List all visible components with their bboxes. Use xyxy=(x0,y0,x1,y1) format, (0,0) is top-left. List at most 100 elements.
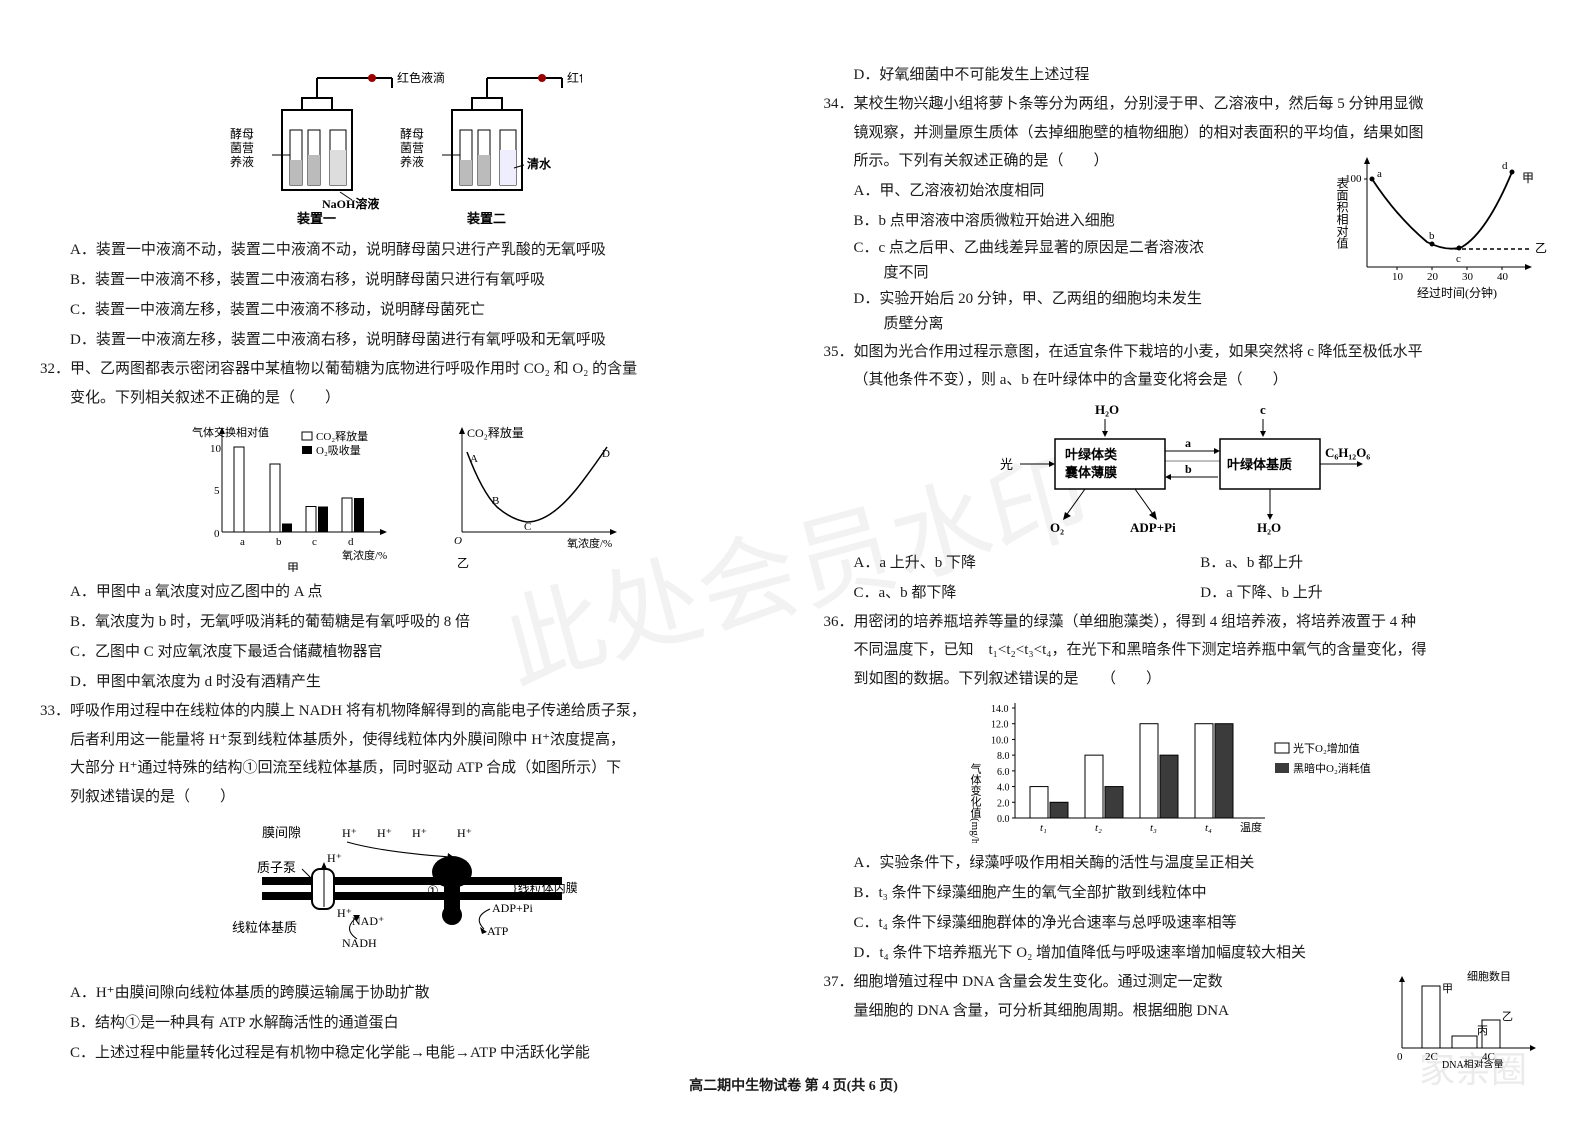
svg-text:6.0: 6.0 xyxy=(997,767,1010,778)
q37-chart: 细胞数目 甲 丙 乙 0 2C 4C DNA相对含量 xyxy=(1377,968,1547,1073)
svg-text:甲: 甲 xyxy=(287,561,299,572)
q34-opt-c: C．c 点之后甲、乙曲线差异显著的原因是二者溶液浓 度不同 xyxy=(824,236,1338,287)
q33-opt-d: D．好氧细菌中不可能发生上述过程 xyxy=(824,60,1548,90)
svg-text:C₆H₁₂O₆: C₆H₁₂O₆ xyxy=(1325,445,1370,460)
svg-text:NADH: NADH xyxy=(342,936,377,950)
svg-text:膜间隙: 膜间隙 xyxy=(262,825,301,840)
svg-text:丙: 丙 xyxy=(1477,1025,1488,1037)
svg-text:表面积相对值: 表面积相对值 xyxy=(1337,177,1349,250)
q36-stem1: 36．用密闭的培养瓶培养等量的绿藻（单细胞藻类），得到 4 组培养液，将培养液置… xyxy=(824,608,1548,637)
q31-opt-c: C．装置一中液滴左移，装置二中液滴不移动，说明酵母菌死亡 xyxy=(40,295,764,325)
right-column: D．好氧细菌中不可能发生上述过程 34．某校生物兴趣小组将萝卜条等分为两组，分别… xyxy=(824,60,1548,1040)
q36-stem2: 不同温度下，已知 t₁<t₂<t₃<t₄，在光下和黑暗条件下测定培养瓶中氧气的含… xyxy=(824,636,1548,665)
svg-text:O₂: O₂ xyxy=(1050,520,1064,535)
q35-diagram: H₂O c 叶绿体类 囊体薄膜 叶绿体基质 光 a b xyxy=(975,399,1395,544)
svg-text:40: 40 xyxy=(1497,271,1509,283)
svg-text:温度: 温度 xyxy=(1240,820,1262,834)
dev2-solution: 清水 xyxy=(527,156,552,171)
q35-stem1: 35．如图为光合作用过程示意图，在适宜条件下栽培的小麦，如果突然将 c 降低至极… xyxy=(824,338,1548,367)
dev1-drop-label: 红色液滴 xyxy=(397,70,445,85)
svg-text:酵母: 酵母 xyxy=(400,127,424,141)
dev1-yeast-label: 酵母 xyxy=(230,127,254,141)
q35-opt-c: C．a、b 都下降 xyxy=(854,578,1201,608)
svg-text:d: d xyxy=(1502,160,1508,172)
q34-opt-d: D．实验开始后 20 分钟，甲、乙两组的细胞均未发生 质壁分离 xyxy=(824,287,1338,338)
svg-text:乙: 乙 xyxy=(1535,241,1547,255)
svg-text:100: 100 xyxy=(1345,173,1362,185)
svg-text:30: 30 xyxy=(1462,271,1474,283)
svg-text:c: c xyxy=(1260,402,1266,417)
svg-text:气体变化值(mg/h): 气体变化值(mg/h) xyxy=(969,762,982,843)
svg-text:黑暗中O₂消耗值: 黑暗中O₂消耗值 xyxy=(1293,761,1371,775)
q36-opt-b: B．t₃ 条件下绿藻细胞产生的氧气全部扩散到线粒体中 xyxy=(824,878,1548,908)
svg-text:t₁: t₁ xyxy=(1040,822,1047,834)
svg-text:H⁺: H⁺ xyxy=(412,826,427,840)
svg-text:H⁺: H⁺ xyxy=(337,906,352,920)
svg-text:红色液滴: 红色液滴 xyxy=(567,70,582,85)
svg-text:t₂: t₂ xyxy=(1095,822,1102,834)
q36-opt-c: C．t₄ 条件下绿藻细胞群体的净光合速率与总呼吸速率相等 xyxy=(824,908,1548,938)
svg-text:质子泵: 质子泵 xyxy=(257,860,296,875)
q31-opt-b: B．装置一中液滴不移，装置二中液滴右移，说明酵母菌只进行有氧呼吸 xyxy=(40,265,764,295)
svg-text:O₂吸收量: O₂吸收量 xyxy=(316,443,361,457)
q33-stem3: 大部分 H⁺通过特殊的结构①回流至线粒体基质，同时驱动 ATP 合成（如图所示）… xyxy=(40,754,764,783)
q36-opt-a: A．实验条件下，绿藻呼吸作用相关酶的活性与温度呈正相关 xyxy=(824,848,1548,878)
svg-text:CO₂释放量: CO₂释放量 xyxy=(316,429,368,443)
svg-text:2C: 2C xyxy=(1425,1051,1438,1063)
svg-text:线粒体基质: 线粒体基质 xyxy=(232,920,297,935)
svg-text:乙: 乙 xyxy=(1502,1010,1513,1023)
q31-opt-d: D．装置一中液滴左移，装置二中液滴右移，说明酵母菌进行有氧呼吸和无氧呼吸 xyxy=(40,325,764,355)
svg-text:0.0: 0.0 xyxy=(997,814,1010,825)
svg-text:H⁺: H⁺ xyxy=(377,826,392,840)
svg-text:10.0: 10.0 xyxy=(991,735,1009,746)
svg-text:囊体薄膜: 囊体薄膜 xyxy=(1064,465,1117,480)
svg-text:b: b xyxy=(276,536,282,548)
q33-stem2: 后者利用这一能量将 H⁺泵到线粒体基质外，使得线粒体内外膜间隙中 H⁺浓度提高， xyxy=(40,726,764,755)
svg-text:5: 5 xyxy=(214,485,220,497)
q37-stem2: 量细胞的 DNA 含量，可分析其细胞周期。根据细胞 DNA xyxy=(824,997,1378,1026)
q32-opt-c: C．乙图中 C 对应氧浓度下最适合储藏植物器官 xyxy=(40,637,764,667)
q36-stem3: 到如图的数据。下列叙述错误的是 （ ） xyxy=(824,665,1548,694)
svg-text:H₂O: H₂O xyxy=(1095,402,1119,417)
svg-text:8.0: 8.0 xyxy=(997,751,1010,762)
svg-text:养液: 养液 xyxy=(400,154,424,169)
q33-stem4: 列叙述错误的是（ ） xyxy=(40,783,764,812)
svg-text:C: C xyxy=(524,521,531,533)
svg-text:光: 光 xyxy=(1000,457,1013,472)
svg-text:D: D xyxy=(602,448,610,460)
q36-chart: 气体变化值(mg/h) 0.02.04.06.08.010.012.014.0 … xyxy=(965,693,1405,848)
svg-text:ADP+Pi: ADP+Pi xyxy=(492,901,533,915)
q32-opt-b: B．氧浓度为 b 时，无氧呼吸消耗的葡萄糖是有氧呼吸的 8 倍 xyxy=(40,607,764,637)
svg-text:b: b xyxy=(1185,462,1192,476)
q34-opt-a: A．甲、乙溶液初始浓度相同 xyxy=(824,176,1338,206)
svg-text:0: 0 xyxy=(214,528,220,540)
q33-opt-b: B．结构①是一种具有 ATP 水解酶活性的通道蛋白 xyxy=(40,1008,764,1038)
svg-text:菌营: 菌营 xyxy=(400,141,424,155)
dev2-name: 装置二 xyxy=(466,211,506,226)
svg-text:c: c xyxy=(312,536,317,548)
svg-text:10: 10 xyxy=(1392,271,1404,283)
svg-text:DNA相对含量: DNA相对含量 xyxy=(1442,1058,1504,1068)
svg-text:t₃: t₃ xyxy=(1150,822,1157,834)
q33-opt-a: A．H⁺由膜间隙向线粒体基质的跨膜运输属于协助扩散 xyxy=(40,978,764,1008)
svg-text:10: 10 xyxy=(210,443,222,455)
svg-text:b: b xyxy=(1429,230,1435,242)
q34-stem2: 镜观察，并测量原生质体（去掉细胞壁的植物细胞）的相对表面积的平均值，结果如图 xyxy=(824,119,1548,148)
q32-stem1: 32．甲、乙两图都表示密闭容器中某植物以葡萄糖为底物进行呼吸作用时 CO₂ 和 … xyxy=(40,355,764,384)
svg-text:H⁺: H⁺ xyxy=(457,826,472,840)
q32-opt-d: D．甲图中氧浓度为 d 时没有酒精产生 xyxy=(40,667,764,697)
svg-text:a: a xyxy=(1185,436,1191,450)
svg-text:细胞数目: 细胞数目 xyxy=(1467,970,1511,983)
q32-left-title: 气体交换相对值 xyxy=(192,425,269,439)
q35-opt-d: D．a 下降、b 上升 xyxy=(1200,578,1547,608)
q33-opt-c: C．上述过程中能量转化过程是有机物中稳定化学能→电能→ATP 中活跃化学能 xyxy=(40,1038,764,1068)
q34-stem3: 所示。下列有关叙述正确的是（ ） xyxy=(824,147,1338,176)
svg-text:H₂O: H₂O xyxy=(1257,520,1281,535)
q33-diagram: 膜间隙 质子泵 线粒体基质 H⁺ H⁺ H⁺ H⁺ H⁺ H⁺ ① NAD⁺ N… xyxy=(202,817,602,972)
q34-stem1: 34．某校生物兴趣小组将萝卜条等分为两组，分别浸于甲、乙溶液中，然后每 5 分钟… xyxy=(824,90,1548,119)
svg-text:光下O₂增加值: 光下O₂增加值 xyxy=(1293,741,1360,755)
svg-text:}线粒体内膜: }线粒体内膜 xyxy=(512,880,578,895)
svg-text:①: ① xyxy=(427,883,439,898)
svg-text:d: d xyxy=(348,536,354,548)
q32-opt-a: A．甲图中 a 氧浓度对应乙图中的 A 点 xyxy=(40,577,764,607)
